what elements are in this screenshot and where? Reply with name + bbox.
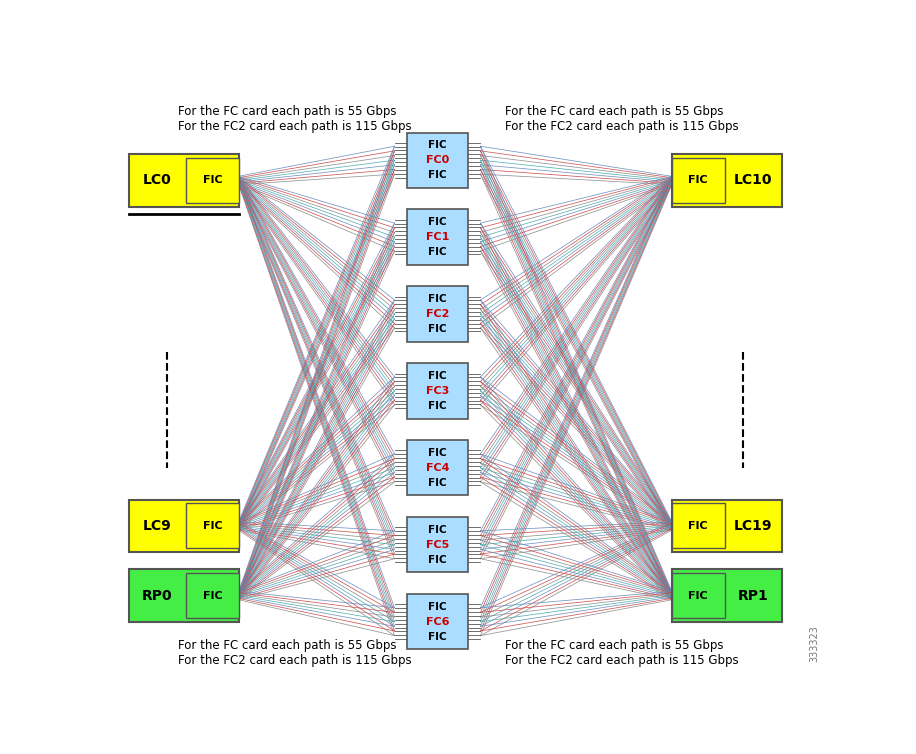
- FancyBboxPatch shape: [128, 155, 239, 207]
- Text: For the FC card each path is 55 Gbps
For the FC2 card each path is 115 Gbps: For the FC card each path is 55 Gbps For…: [505, 639, 738, 667]
- Text: FC5: FC5: [426, 540, 449, 550]
- Text: LC19: LC19: [734, 519, 772, 533]
- Text: FC0: FC0: [426, 155, 449, 165]
- FancyBboxPatch shape: [408, 210, 468, 265]
- FancyBboxPatch shape: [408, 594, 468, 649]
- Text: FIC: FIC: [688, 590, 708, 601]
- Text: FIC: FIC: [202, 521, 223, 531]
- Text: FC1: FC1: [426, 232, 449, 242]
- FancyBboxPatch shape: [408, 133, 468, 188]
- Text: FIC: FIC: [428, 602, 447, 611]
- Text: LC10: LC10: [734, 173, 772, 188]
- Text: LC0: LC0: [143, 173, 171, 188]
- Text: For the FC card each path is 55 Gbps
For the FC2 card each path is 115 Gbps: For the FC card each path is 55 Gbps For…: [505, 105, 738, 133]
- FancyBboxPatch shape: [408, 517, 468, 572]
- Text: FIC: FIC: [428, 371, 447, 381]
- FancyBboxPatch shape: [186, 504, 239, 548]
- Text: FIC: FIC: [688, 521, 708, 531]
- Text: FIC: FIC: [428, 632, 447, 642]
- Text: FIC: FIC: [428, 555, 447, 565]
- Text: FIC: FIC: [688, 176, 708, 185]
- Text: For the FC card each path is 55 Gbps
For the FC2 card each path is 115 Gbps: For the FC card each path is 55 Gbps For…: [179, 639, 412, 667]
- Text: FIC: FIC: [428, 448, 447, 458]
- FancyBboxPatch shape: [408, 363, 468, 418]
- FancyBboxPatch shape: [186, 573, 239, 618]
- Text: FC2: FC2: [426, 309, 449, 319]
- Text: FIC: FIC: [428, 170, 447, 180]
- FancyBboxPatch shape: [671, 155, 782, 207]
- Text: FIC: FIC: [428, 140, 447, 150]
- Text: FIC: FIC: [428, 217, 447, 227]
- FancyBboxPatch shape: [128, 569, 239, 622]
- FancyBboxPatch shape: [408, 287, 468, 342]
- FancyBboxPatch shape: [186, 158, 239, 203]
- Text: FC6: FC6: [426, 617, 449, 627]
- FancyBboxPatch shape: [671, 569, 782, 622]
- Text: FIC: FIC: [428, 401, 447, 411]
- FancyBboxPatch shape: [671, 158, 725, 203]
- FancyBboxPatch shape: [408, 440, 468, 495]
- Text: FIC: FIC: [428, 478, 447, 488]
- FancyBboxPatch shape: [671, 500, 782, 552]
- Text: FC4: FC4: [426, 463, 449, 473]
- Text: FIC: FIC: [202, 176, 223, 185]
- FancyBboxPatch shape: [671, 504, 725, 548]
- Text: 333323: 333323: [810, 626, 820, 662]
- Text: FIC: FIC: [428, 525, 447, 535]
- Text: For the FC card each path is 55 Gbps
For the FC2 card each path is 115 Gbps: For the FC card each path is 55 Gbps For…: [179, 105, 412, 133]
- Text: FIC: FIC: [428, 294, 447, 304]
- Text: FIC: FIC: [428, 324, 447, 334]
- Text: FC3: FC3: [426, 386, 449, 396]
- Text: LC9: LC9: [143, 519, 171, 533]
- Text: FIC: FIC: [428, 247, 447, 257]
- Text: RP1: RP1: [737, 589, 769, 602]
- FancyBboxPatch shape: [128, 500, 239, 552]
- Text: FIC: FIC: [202, 590, 223, 601]
- Text: RP0: RP0: [142, 589, 172, 602]
- FancyBboxPatch shape: [671, 573, 725, 618]
